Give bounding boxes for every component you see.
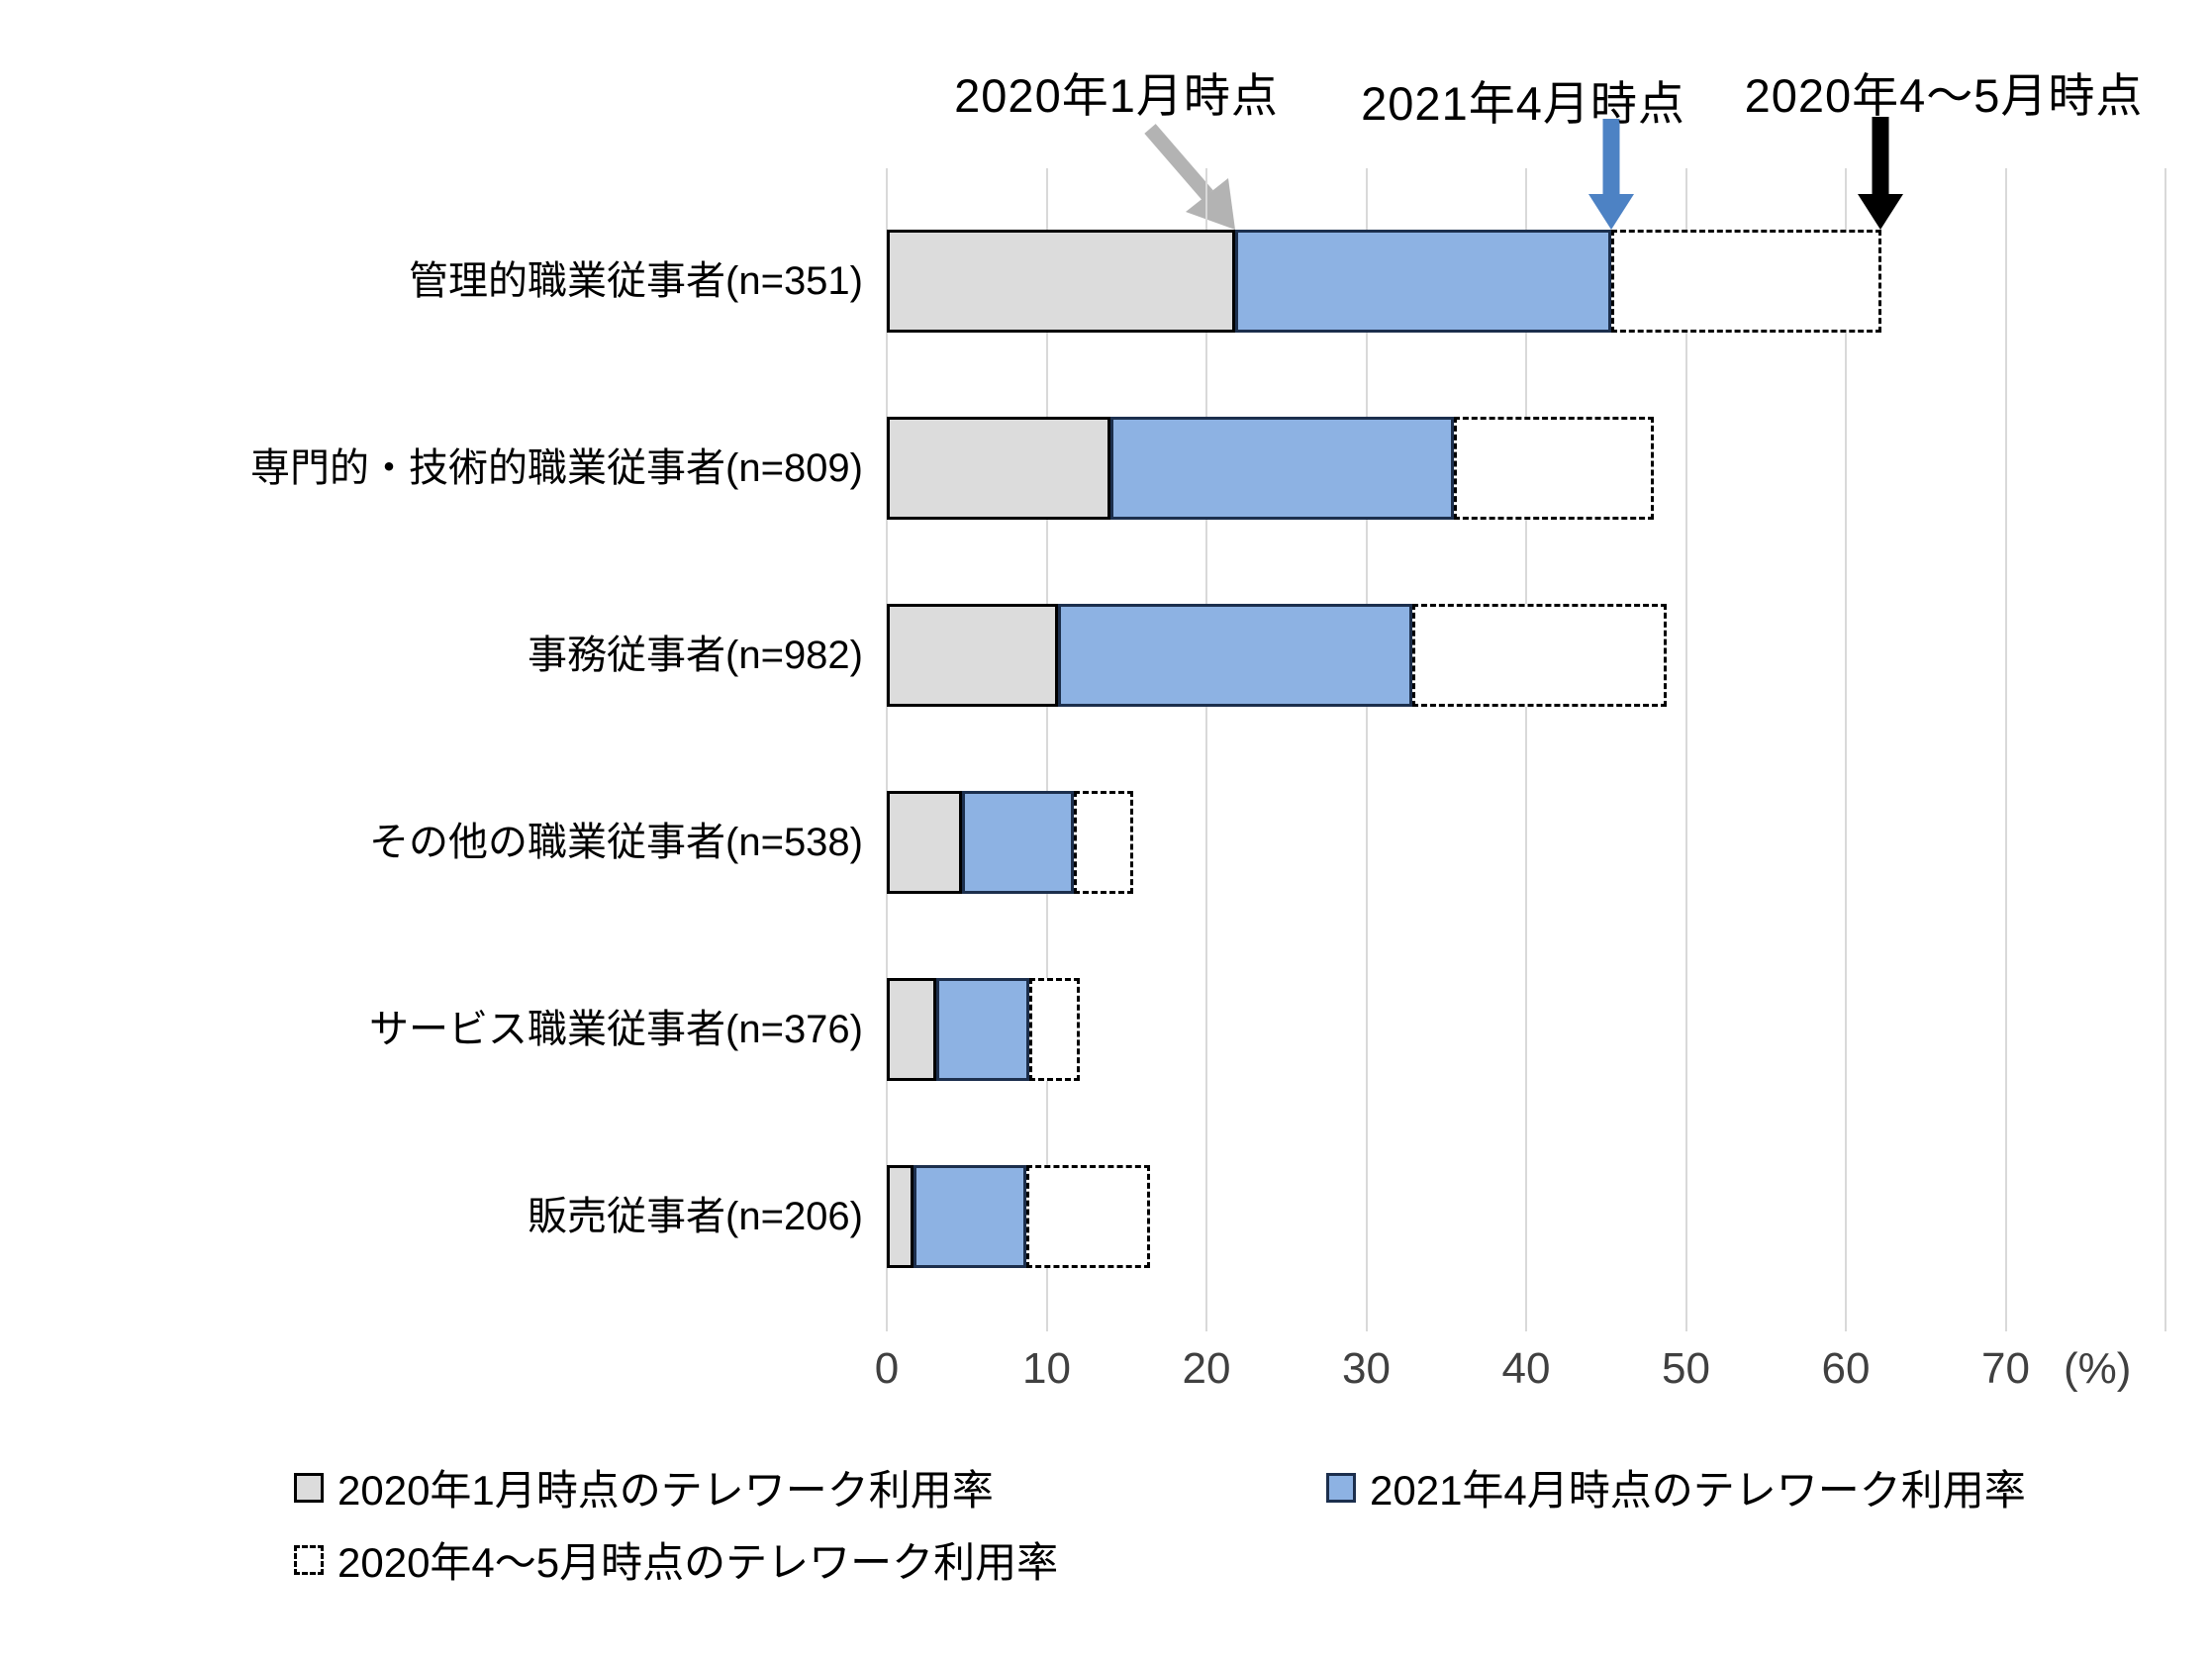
bar-segment-2020-jan (887, 230, 1236, 333)
x-axis-tick-label: 70 (1981, 1344, 2030, 1393)
x-axis-tick-label: 0 (874, 1344, 900, 1393)
annotation-2021-apr: 2021年4月時点 (1361, 77, 1685, 130)
gridline (1365, 168, 1368, 1331)
gridline (1684, 168, 1687, 1331)
bar-segment-2021-apr (961, 791, 1074, 894)
category-label: 事務従事者(n=982) (528, 634, 863, 677)
blue-arrow-icon (1588, 119, 1634, 230)
x-axis-tick-label: 20 (1182, 1344, 1231, 1393)
category-label: 管理的職業従事者(n=351) (409, 259, 863, 303)
annotation-arrows (1144, 117, 1903, 230)
bar-segment-2021-apr (1057, 604, 1413, 707)
black-arrow-icon (1858, 117, 1903, 230)
gridline (2004, 168, 2007, 1331)
bar-segment-2020-apr-may (1025, 1165, 1151, 1268)
bar-segment-2020-jan (887, 604, 1058, 707)
bar-segment-2020-apr-may (1412, 604, 1668, 707)
x-axis-tick-label: 30 (1342, 1344, 1391, 1393)
gridline (1205, 168, 1207, 1331)
bar-segment-2020-jan (887, 417, 1111, 520)
gray-arrow-icon (1144, 124, 1235, 230)
gray-swatch-icon (294, 1472, 324, 1503)
x-axis-tick-label: 10 (1022, 1344, 1071, 1393)
gridline (1845, 168, 1847, 1331)
legend-label: 2020年4〜5月時点のテレワーク利用率 (337, 1539, 1059, 1586)
bar-segment-2020-jan (887, 1165, 914, 1268)
bar-segment-2020-apr-may (1073, 791, 1133, 894)
x-axis-tick-label: 40 (1501, 1344, 1551, 1393)
category-label: 販売従事者(n=206) (528, 1195, 863, 1238)
gridline (886, 168, 888, 1331)
category-label: その他の職業従事者(n=538) (369, 821, 863, 864)
category-label: 専門的・技術的職業従事者(n=809) (250, 446, 863, 490)
x-axis-tick-label: 60 (1821, 1344, 1871, 1393)
bar-segment-2021-apr (1110, 417, 1455, 520)
legend-label: 2021年4月時点のテレワーク利用率 (1370, 1467, 2026, 1514)
bar-segment-2020-apr-may (1454, 417, 1655, 520)
x-axis-unit-label: (%) (2064, 1344, 2132, 1393)
category-label: サービス職業従事者(n=376) (369, 1008, 863, 1051)
bar-segment-2020-apr-may (1028, 978, 1081, 1081)
annotation-2020-jan: 2020年1月時点 (954, 69, 1279, 122)
legend-item-2020-apr-may: 2020年4〜5月時点のテレワーク利用率 (294, 1529, 1058, 1590)
bar-segment-2021-apr (914, 1165, 1026, 1268)
bar-segment-2021-apr (936, 978, 1029, 1081)
blue-swatch-icon (1326, 1472, 1356, 1503)
bar-segment-2021-apr (1235, 230, 1611, 333)
x-axis-tick-label: 50 (1662, 1344, 1710, 1393)
gridline (1525, 168, 1527, 1331)
gridline (2164, 168, 2166, 1331)
dashed-swatch-icon (294, 1544, 324, 1575)
legend-label: 2020年1月時点のテレワーク利用率 (337, 1467, 994, 1514)
bar-segment-2020-jan (887, 791, 962, 894)
bar-segment-2020-jan (887, 978, 937, 1081)
legend-item-2020-jan: 2020年1月時点のテレワーク利用率 (294, 1457, 994, 1517)
gridline (1045, 168, 1048, 1331)
annotation-2020-apr-may: 2020年4〜5月時点 (1744, 69, 2144, 122)
legend-item-2021-apr: 2021年4月時点のテレワーク利用率 (1326, 1457, 2026, 1517)
bar-segment-2020-apr-may (1610, 230, 1881, 333)
